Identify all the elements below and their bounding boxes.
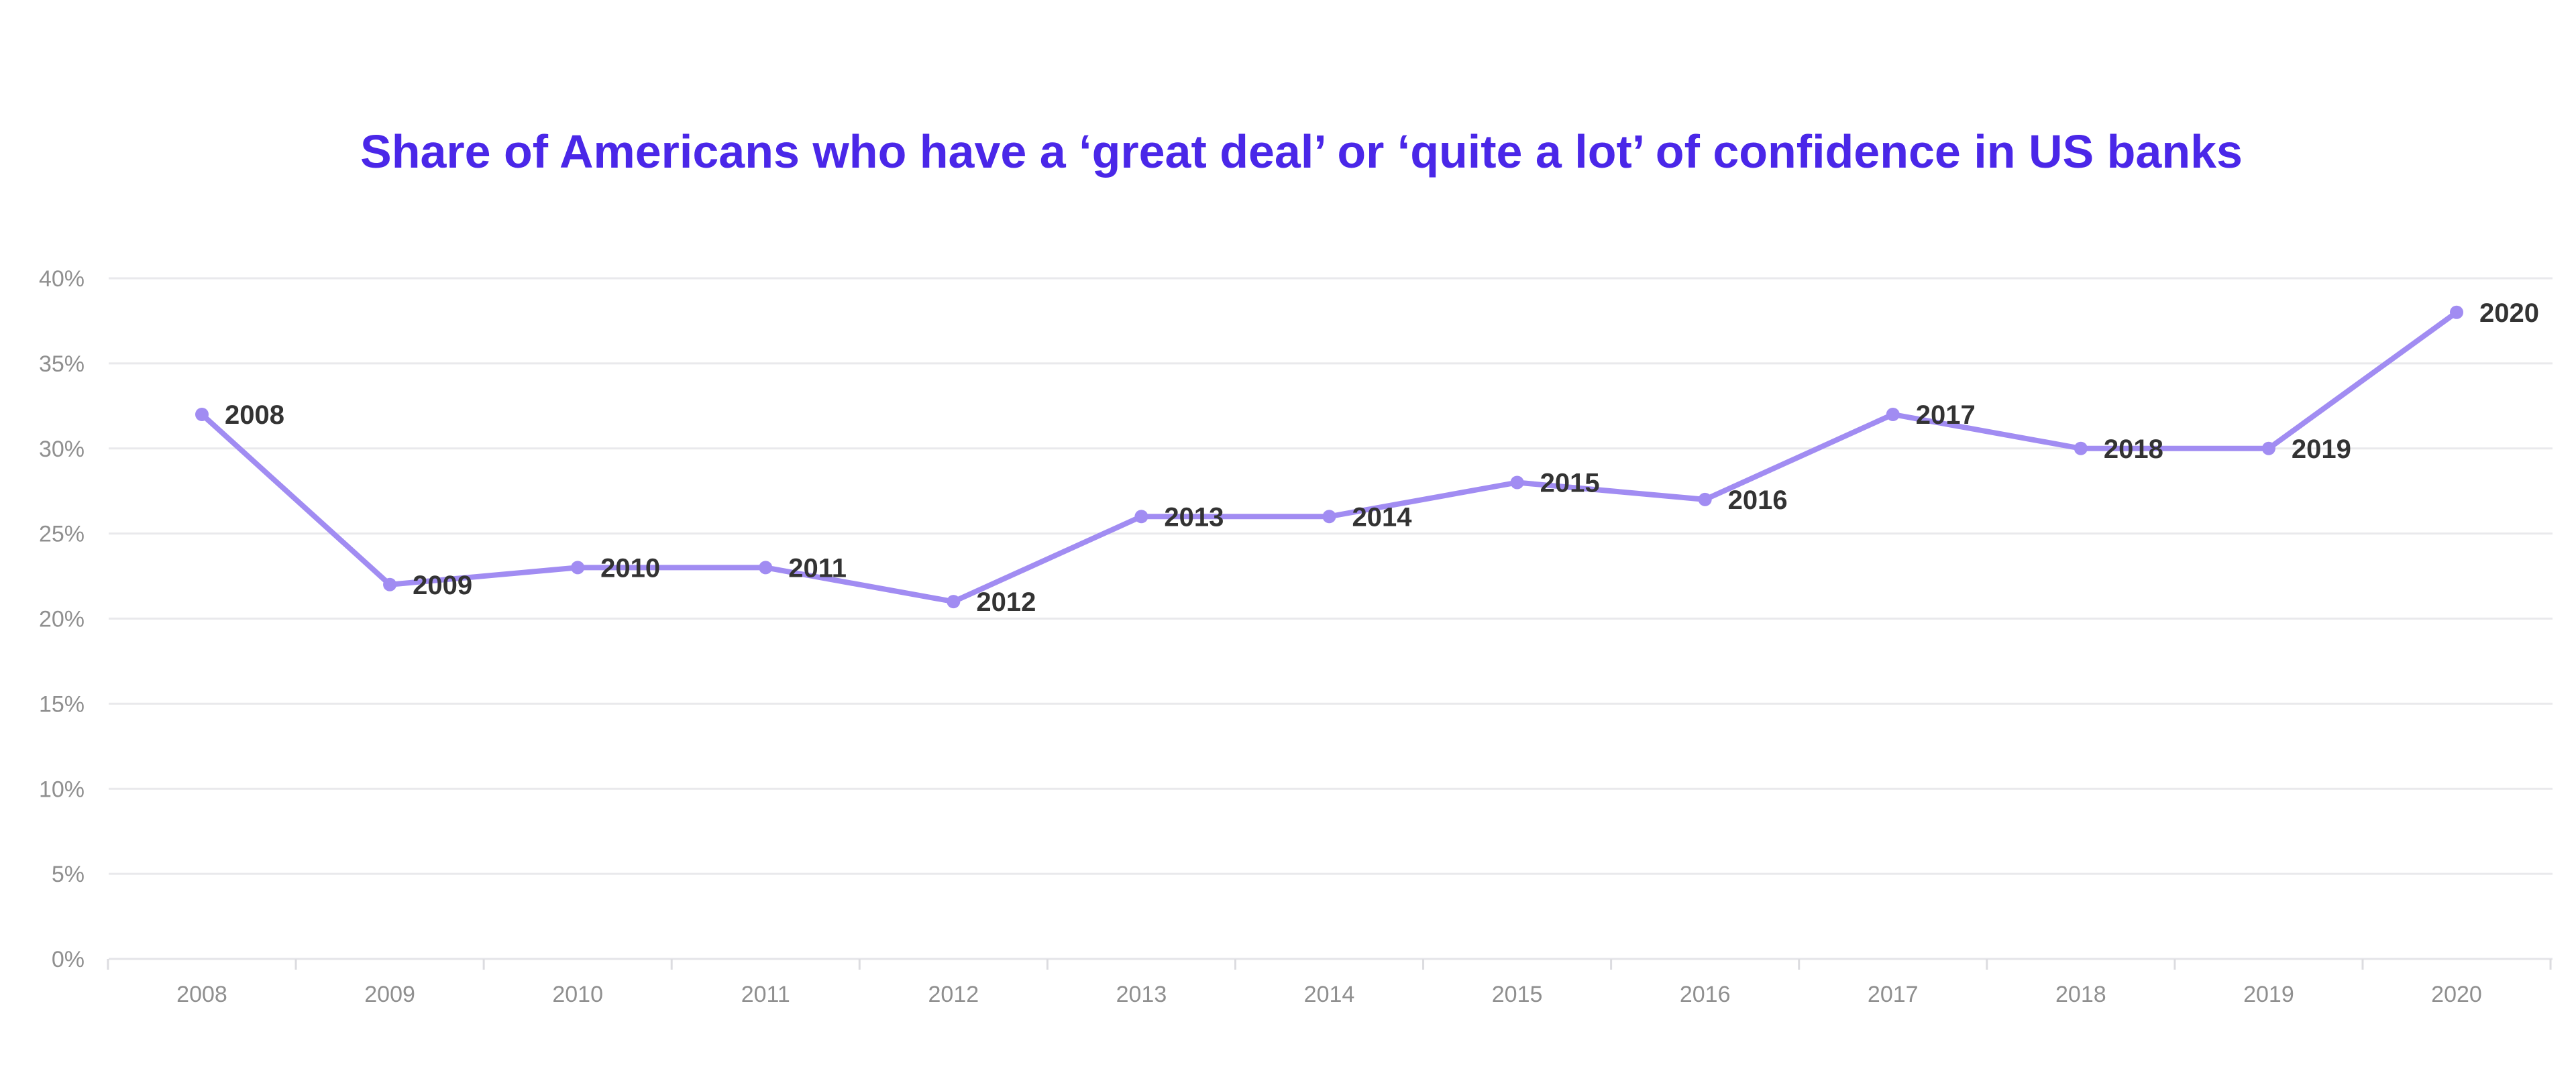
data-label: 2015 [1540, 469, 1600, 498]
y-tick-label: 20% [39, 607, 85, 632]
y-tick-label: 10% [39, 777, 85, 802]
data-point [2261, 441, 2275, 455]
x-tick-label: 2011 [741, 982, 790, 1007]
x-tick-label: 2008 [176, 982, 227, 1007]
y-tick-label: 0% [52, 947, 85, 972]
y-tick-label: 15% [39, 691, 85, 717]
y-tick-label: 35% [39, 351, 85, 377]
chart-title: Share of Americans who have a ‘great dea… [360, 125, 2243, 178]
data-label: 2009 [413, 571, 472, 600]
data-point [1698, 492, 1712, 506]
data-point [1322, 510, 1336, 524]
x-tick-label: 2013 [1116, 982, 1167, 1007]
data-point [571, 561, 585, 575]
data-label: 2014 [1352, 502, 1413, 532]
x-tick-label: 2012 [928, 982, 979, 1007]
data-label: 2020 [2479, 298, 2539, 328]
data-point [1134, 510, 1148, 524]
x-tick-label: 2010 [552, 982, 603, 1007]
x-tick-label: 2020 [2431, 982, 2482, 1007]
data-label: 2010 [600, 553, 660, 583]
data-point [1886, 408, 1900, 421]
x-tick-label: 2019 [2243, 982, 2294, 1007]
data-point [195, 408, 209, 421]
data-point [2074, 441, 2088, 455]
data-label: 2013 [1164, 502, 1224, 532]
data-label: 2019 [2292, 435, 2351, 464]
y-tick-label: 40% [39, 266, 85, 292]
data-point [759, 561, 773, 575]
y-tick-label: 25% [39, 522, 85, 547]
x-tick-label: 2016 [1680, 982, 1731, 1007]
data-label: 2018 [2104, 435, 2163, 464]
data-point [947, 595, 961, 609]
series [195, 305, 2463, 609]
x-tick-label: 2018 [2055, 982, 2106, 1007]
data-point [2450, 305, 2463, 319]
data-labels: 2008 2009 2010 2011 2012 2013 2014 2015 2016 2017… [225, 298, 2539, 617]
data-label: 2008 [225, 400, 284, 430]
data-label: 2011 [788, 553, 847, 583]
y-tick-label: 30% [39, 437, 85, 462]
y-tick-label: 5% [52, 862, 85, 887]
x-tick-label: 2017 [1868, 982, 1919, 1007]
y-axis-tick-labels: 0% 5% 10% 15% 20% 25% 30% 35% 40% [39, 266, 85, 972]
data-label: 2012 [976, 587, 1036, 617]
x-tick-label: 2014 [1304, 982, 1355, 1007]
data-label: 2016 [1728, 486, 1788, 515]
data-point [1510, 475, 1524, 490]
data-label: 2017 [1916, 400, 1976, 430]
x-tick-label: 2015 [1492, 982, 1543, 1007]
x-axis: 2008 2009 2010 2011 2012 2013 2014 2015 2016 2017… [107, 958, 2553, 1007]
data-point [383, 577, 397, 591]
x-tick-label: 2009 [364, 982, 415, 1007]
grid [109, 277, 2553, 875]
